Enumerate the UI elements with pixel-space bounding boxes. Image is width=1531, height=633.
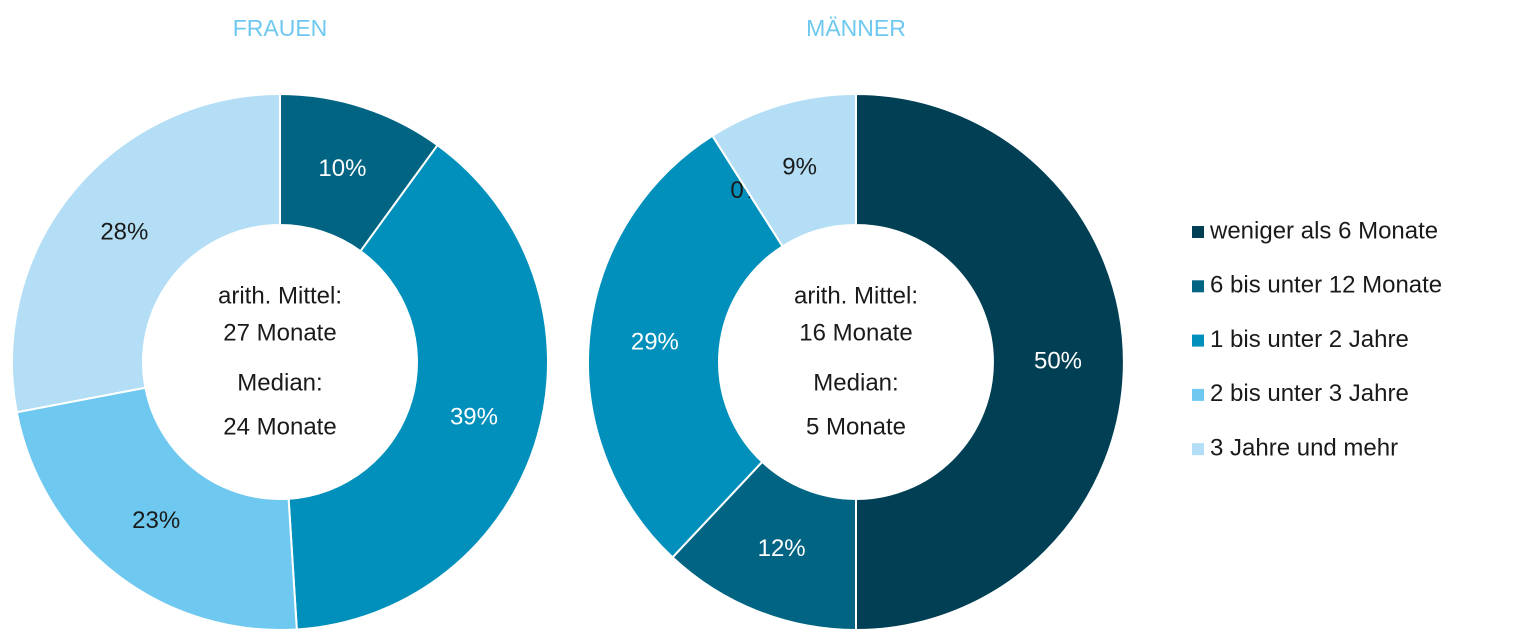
center-text: 5 Monate bbox=[806, 413, 906, 440]
legend-label: 3 Jahre und mehr bbox=[1210, 435, 1398, 462]
legend-label: 6 bis unter 12 Monate bbox=[1210, 272, 1442, 299]
center-text: arith. Mittel: bbox=[218, 282, 342, 309]
data-label: 10% bbox=[318, 155, 366, 182]
center-text: 27 Monate bbox=[223, 319, 336, 346]
data-label: 29% bbox=[631, 328, 679, 355]
legend-swatch bbox=[1192, 443, 1204, 456]
data-label: 39% bbox=[450, 404, 498, 431]
legend-swatch bbox=[1192, 388, 1204, 401]
donut-slice bbox=[711, 92, 857, 248]
chart-title: MÄNNER bbox=[806, 15, 906, 41]
legend-swatch bbox=[1192, 334, 1204, 347]
center-text: arith. Mittel: bbox=[794, 282, 918, 309]
donut-slice bbox=[855, 92, 1125, 632]
donut-slice bbox=[11, 92, 281, 414]
donut-slice bbox=[287, 143, 549, 631]
donut-slice bbox=[15, 386, 298, 631]
legend-label: weniger als 6 Monate bbox=[1209, 217, 1438, 244]
data-label: 12% bbox=[758, 535, 806, 562]
data-label: 28% bbox=[100, 219, 148, 246]
legend-swatch bbox=[1192, 280, 1204, 293]
data-label: 50% bbox=[1034, 347, 1082, 374]
center-text: 24 Monate bbox=[223, 413, 336, 440]
center-text: Median: bbox=[237, 369, 322, 396]
legend-label: 2 bis unter 3 Jahre bbox=[1210, 380, 1409, 407]
legend-swatch bbox=[1192, 226, 1204, 238]
chart-title: FRAUEN bbox=[233, 15, 328, 41]
legend-label: 1 bis unter 2 Jahre bbox=[1210, 326, 1409, 353]
data-label: 9% bbox=[782, 153, 817, 180]
donut-slice bbox=[587, 134, 784, 559]
data-label: 23% bbox=[132, 507, 180, 534]
center-text: Median: bbox=[813, 369, 898, 396]
center-text: 16 Monate bbox=[799, 319, 912, 346]
